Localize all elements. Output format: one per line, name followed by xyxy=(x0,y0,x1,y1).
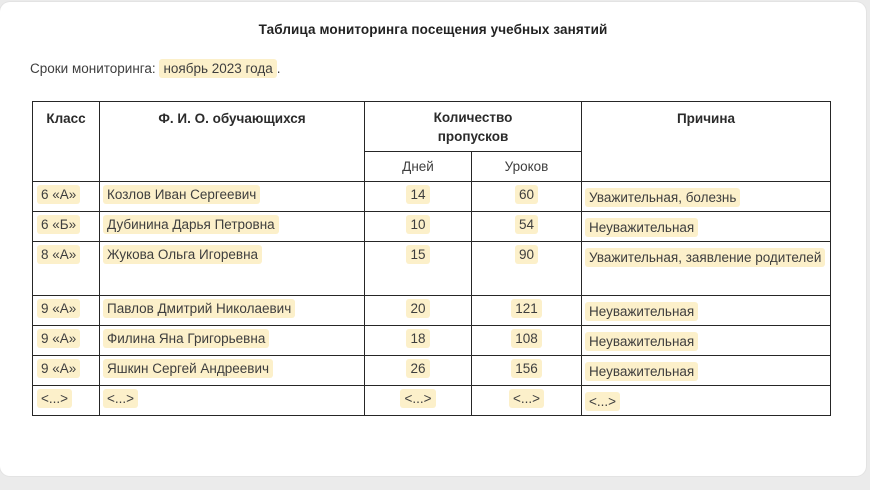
table-header-row-1: Класс Ф. И. О. обучающихся Количество пр… xyxy=(32,101,831,182)
cell-fio-value: <...> xyxy=(103,389,139,408)
page-title: Таблица мониторинга посещения учебных за… xyxy=(258,22,608,37)
cell-days-value: 20 xyxy=(406,299,430,318)
header-fio: Ф. И. О. обучающихся xyxy=(99,101,365,182)
cell-lessons-value: <...> xyxy=(508,389,545,408)
cell-class: <...> xyxy=(32,385,100,416)
cell-fio-value: Яшкин Сергей Андреевич xyxy=(103,359,274,378)
cell-lessons: 54 xyxy=(471,211,582,242)
cell-reason: Уважительная, болезнь xyxy=(581,181,831,212)
table-row: 6 «Б» Дубинина Дарья Петровна 10 54 Неув… xyxy=(32,211,831,242)
cell-fio: Павлов Дмитрий Николаевич xyxy=(99,295,365,326)
monitoring-period-suffix: . xyxy=(276,61,281,76)
cell-class: 8 «А» xyxy=(32,241,100,296)
cell-lessons: 60 xyxy=(471,181,582,212)
cell-days-value: 14 xyxy=(406,185,430,204)
cell-days: <...> xyxy=(364,385,472,416)
table-row: 9 «А» Павлов Дмитрий Николаевич 20 121 Н… xyxy=(32,295,831,326)
table-row-placeholder: <...> <...> <...> <...> <...> xyxy=(32,385,831,416)
header-class: Класс xyxy=(32,101,100,182)
cell-days: 15 xyxy=(364,241,472,296)
cell-class-value: 9 «А» xyxy=(37,359,81,378)
cell-class: 9 «А» xyxy=(32,325,100,356)
cell-class: 9 «А» xyxy=(32,295,100,326)
cell-reason-value: Неуважительная xyxy=(585,362,699,381)
cell-fio: Жукова Ольга Игоревна xyxy=(99,241,365,296)
cell-lessons-value: 90 xyxy=(514,245,539,264)
cell-reason: <...> xyxy=(581,385,831,416)
cell-lessons-value: 54 xyxy=(514,215,539,234)
header-absences: Количество пропусков xyxy=(364,101,582,152)
header-absences-label: Количество пропусков xyxy=(433,109,513,144)
cell-reason: Неуважительная xyxy=(581,211,831,242)
cell-days: 26 xyxy=(364,355,472,386)
table-row: 8 «А» Жукова Ольга Игоревна 15 90 Уважит… xyxy=(32,241,831,296)
cell-fio: <...> xyxy=(99,385,365,416)
cell-reason-value: Уважительная, заявление родителей xyxy=(585,248,826,267)
cell-lessons: 156 xyxy=(471,355,582,386)
cell-lessons-value: 156 xyxy=(511,359,542,378)
monitoring-period-label: Сроки мониторинга: xyxy=(30,61,160,76)
cell-class-value: 9 «А» xyxy=(37,299,81,318)
cell-fio: Дубинина Дарья Петровна xyxy=(99,211,365,242)
document-card: Таблица мониторинга посещения учебных за… xyxy=(0,2,866,476)
cell-days: 20 xyxy=(364,295,472,326)
cell-reason-value: Неуважительная xyxy=(585,332,699,351)
table-row: 6 «А» Козлов Иван Сергеевич 14 60 Уважит… xyxy=(32,181,831,212)
cell-fio-value: Филина Яна Григорьевна xyxy=(103,329,270,348)
cell-lessons: <...> xyxy=(471,385,582,416)
cell-reason: Уважительная, заявление родителей xyxy=(581,241,831,296)
cell-reason: Неуважительная xyxy=(581,355,831,386)
table-row: 9 «А» Филина Яна Григорьевна 18 108 Неув… xyxy=(32,325,831,356)
cell-class-value: 6 «Б» xyxy=(37,215,81,234)
cell-class: 9 «А» xyxy=(32,355,100,386)
cell-class-value: 9 «А» xyxy=(37,329,81,348)
cell-reason-value: <...> xyxy=(585,392,621,411)
cell-fio-value: Павлов Дмитрий Николаевич xyxy=(103,299,296,318)
cell-reason: Неуважительная xyxy=(581,295,831,326)
cell-days-value: 15 xyxy=(406,245,430,264)
header-lessons: Уроков xyxy=(471,151,582,182)
cell-days-value: 10 xyxy=(406,215,430,234)
cell-fio-value: Козлов Иван Сергеевич xyxy=(103,185,261,204)
cell-reason-value: Уважительная, болезнь xyxy=(585,188,741,207)
header-days: Дней xyxy=(364,151,472,182)
cell-reason-value: Неуважительная xyxy=(585,218,699,237)
cell-days-value: <...> xyxy=(400,389,436,408)
cell-reason-value: Неуважительная xyxy=(585,302,699,321)
cell-lessons-value: 60 xyxy=(514,185,539,204)
cell-fio: Филина Яна Григорьевна xyxy=(99,325,365,356)
cell-class: 6 «А» xyxy=(32,181,100,212)
table-header-row-2: Дней Уроков xyxy=(33,151,831,182)
header-reason: Причина xyxy=(581,101,831,182)
cell-days: 18 xyxy=(364,325,472,356)
cell-fio: Козлов Иван Сергеевич xyxy=(99,181,365,212)
cell-lessons: 108 xyxy=(471,325,582,356)
monitoring-period-value: ноябрь 2023 года xyxy=(159,59,277,78)
cell-days-value: 18 xyxy=(406,329,430,348)
cell-lessons-value: 121 xyxy=(511,299,542,318)
cell-reason: Неуважительная xyxy=(581,325,831,356)
cell-days-value: 26 xyxy=(406,359,430,378)
cell-days: 10 xyxy=(364,211,472,242)
cell-class-value: <...> xyxy=(37,389,73,408)
cell-lessons: 121 xyxy=(471,295,582,326)
cell-lessons-value: 108 xyxy=(511,329,542,348)
cell-days: 14 xyxy=(364,181,472,212)
monitoring-period-line: Сроки мониторинга: ноябрь 2023 года. xyxy=(30,59,866,78)
cell-class-value: 8 «А» xyxy=(37,245,81,264)
attendance-monitoring-table: Класс Ф. И. О. обучающихся Количество пр… xyxy=(32,101,831,416)
cell-lessons: 90 xyxy=(471,241,582,296)
cell-fio-value: Дубинина Дарья Петровна xyxy=(103,215,279,234)
cell-class-value: 6 «А» xyxy=(37,185,81,204)
table-row: 9 «А» Яшкин Сергей Андреевич 26 156 Неув… xyxy=(32,355,831,386)
cell-fio: Яшкин Сергей Андреевич xyxy=(99,355,365,386)
cell-fio-value: Жукова Ольга Игоревна xyxy=(103,245,263,264)
cell-class: 6 «Б» xyxy=(32,211,100,242)
